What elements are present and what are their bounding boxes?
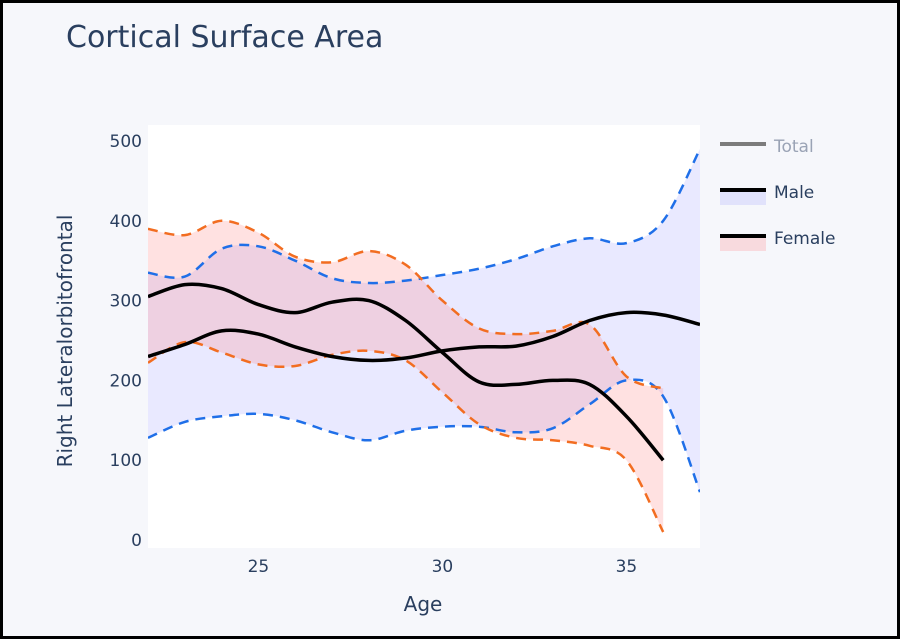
- male-series-line[interactable]: [148, 310, 700, 363]
- legend-item-female[interactable]: Female: [720, 229, 835, 251]
- female-confidence-band: [148, 220, 664, 532]
- legend[interactable]: Total Male Female: [720, 137, 835, 251]
- y-tick-label: 300: [110, 292, 142, 312]
- female-series-line[interactable]: [148, 282, 665, 462]
- male-lower-bound-line: [148, 378, 700, 493]
- x-axis-ticks: 25 30 35: [248, 557, 638, 577]
- y-tick-label: 200: [110, 371, 142, 391]
- male-upper-bound-line: [148, 148, 700, 285]
- legend-item-male[interactable]: Male: [720, 183, 814, 205]
- legend-item-total[interactable]: Total: [720, 137, 814, 157]
- legend-swatch-band: [720, 237, 766, 251]
- legend-label: Total: [773, 137, 814, 157]
- legend-label: Female: [774, 229, 835, 249]
- x-tick-label: 25: [248, 557, 270, 577]
- x-tick-label: 30: [432, 557, 454, 577]
- x-tick-label: 35: [616, 557, 638, 577]
- x-axis-title: Age: [404, 592, 443, 616]
- male-confidence-band: [148, 148, 700, 493]
- legend-label: Male: [774, 183, 814, 203]
- y-axis-title: Right Lateralorbitofrontal: [53, 215, 77, 468]
- y-tick-label: 100: [110, 451, 142, 471]
- legend-swatch-band: [720, 191, 766, 205]
- female-lower-bound-line: [148, 340, 665, 533]
- y-axis-ticks: 0 100 200 300 400 500: [110, 132, 142, 551]
- chart-svg: Cortical Surface Area 0 100 200 300 400 500 2…: [53, 20, 835, 616]
- y-tick-label: 0: [131, 531, 142, 551]
- y-tick-label: 500: [110, 132, 142, 152]
- chart-title: Cortical Surface Area: [66, 20, 383, 55]
- y-tick-label: 400: [110, 212, 142, 232]
